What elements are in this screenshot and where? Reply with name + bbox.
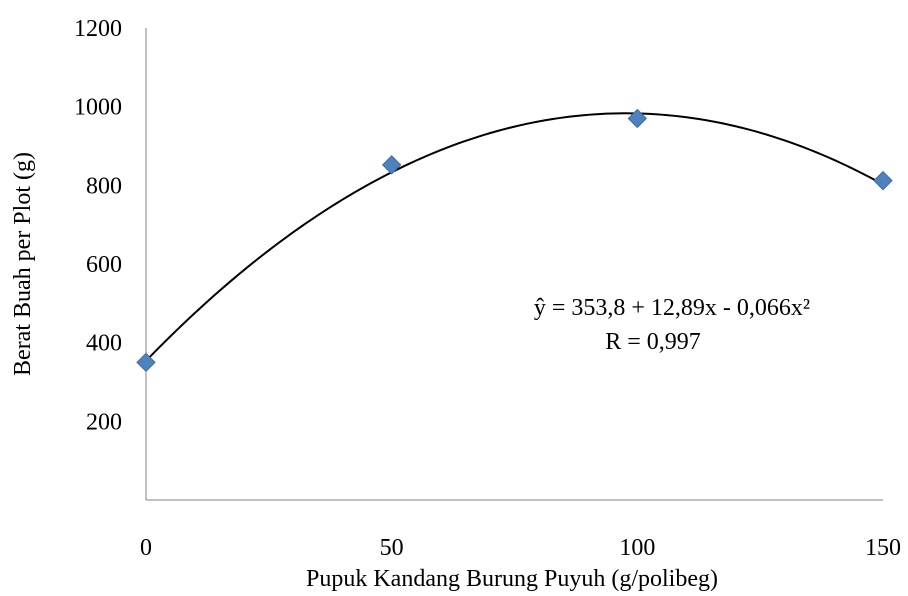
trendline	[145, 112, 884, 362]
data-point	[381, 155, 402, 175]
x-tick-label: 100	[619, 535, 655, 561]
x-tick-labels: 0 50 100 150	[140, 535, 901, 561]
regression-equation: ŷ = 353,8 + 12,89x - 0,066x²	[534, 295, 810, 321]
data-point	[873, 170, 893, 191]
axes	[145, 28, 883, 501]
x-tick-label: 0	[140, 535, 152, 561]
y-tick-label: 1200	[74, 16, 122, 42]
y-tick-label: 400	[86, 331, 122, 357]
correlation-coefficient: R = 0,997	[605, 329, 701, 355]
x-tick-label: 150	[865, 535, 901, 561]
data-point	[627, 108, 648, 129]
y-tick-label: 600	[86, 252, 122, 278]
y-tick-labels: 200 400 600 800 1000 1200	[74, 16, 122, 435]
x-axis-title: Pupuk Kandang Burung Puyuh (g/polibeg)	[306, 566, 718, 591]
y-tick-label: 800	[86, 173, 122, 199]
y-tick-label: 1000	[74, 95, 122, 121]
data-points	[136, 108, 893, 373]
x-tick-label: 50	[380, 535, 404, 561]
data-point	[136, 352, 156, 373]
y-axis-title: Berat Buah per Plot (g)	[10, 152, 36, 376]
y-tick-label: 200	[86, 409, 122, 435]
